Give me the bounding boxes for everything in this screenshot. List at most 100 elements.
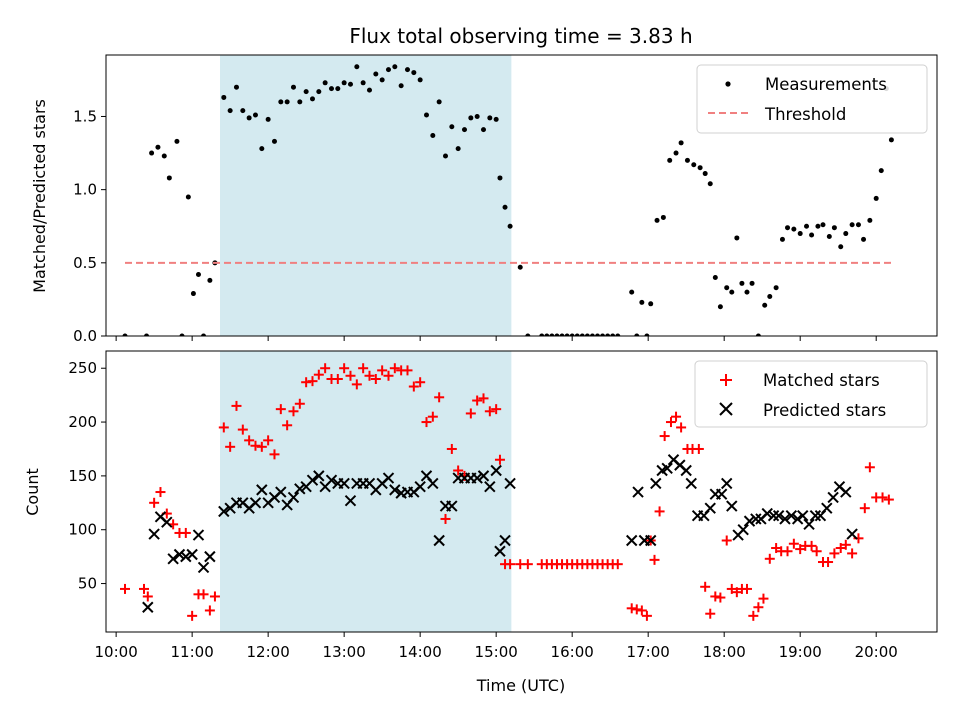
measurement-point bbox=[729, 289, 735, 295]
measurement-point bbox=[843, 231, 849, 237]
measurement-point bbox=[227, 108, 233, 114]
x-tick-label: 14:00 bbox=[399, 643, 442, 661]
matched-point bbox=[847, 548, 858, 559]
measurement-point bbox=[579, 333, 585, 336]
matched-point bbox=[389, 363, 400, 374]
matched-point bbox=[282, 420, 293, 431]
measurement-point bbox=[855, 222, 861, 228]
measurement-point bbox=[417, 77, 423, 83]
measurement-point bbox=[430, 132, 436, 138]
measurement-point bbox=[366, 87, 372, 93]
measurement-point bbox=[564, 333, 570, 336]
measurement-point bbox=[284, 99, 290, 105]
measurement-point bbox=[404, 67, 410, 73]
measurement-point bbox=[629, 289, 635, 295]
x-tick-label: 15:00 bbox=[475, 643, 518, 661]
y-tick-label: 150 bbox=[68, 467, 97, 485]
highlight-span bbox=[220, 351, 512, 632]
measurement-point bbox=[271, 138, 277, 144]
predicted-point bbox=[313, 470, 325, 482]
y-tick-label: 250 bbox=[68, 359, 97, 377]
measurement-point bbox=[755, 333, 761, 336]
matched-point bbox=[237, 424, 248, 435]
predicted-point bbox=[197, 561, 210, 574]
measurement-point bbox=[615, 333, 621, 336]
measurement-point bbox=[480, 127, 486, 133]
measurement-point bbox=[335, 86, 341, 92]
predicted-point bbox=[626, 534, 638, 547]
matched-point bbox=[731, 587, 742, 598]
matched-point bbox=[835, 543, 846, 554]
matched-point bbox=[402, 365, 413, 376]
measurement-point bbox=[398, 83, 404, 89]
predicted-point bbox=[821, 502, 833, 514]
matched-point bbox=[275, 404, 286, 415]
matched-point bbox=[204, 605, 215, 616]
measurement-point bbox=[820, 222, 826, 228]
measurement-point bbox=[734, 235, 740, 241]
measurement-point bbox=[559, 333, 565, 336]
matched-point bbox=[636, 605, 647, 616]
measurement-point bbox=[179, 333, 185, 336]
measurement-point bbox=[838, 244, 844, 250]
matched-point bbox=[244, 435, 255, 446]
predicted-point bbox=[504, 477, 516, 490]
predicted-point bbox=[471, 472, 483, 484]
measurement-point bbox=[648, 301, 654, 307]
predicted-point bbox=[142, 601, 154, 613]
y-tick-label: 1.0 bbox=[73, 181, 97, 199]
matched-point bbox=[358, 363, 369, 374]
measurement-point bbox=[639, 299, 645, 305]
measurement-point bbox=[201, 333, 207, 336]
measurement-point bbox=[341, 80, 347, 86]
highlight-span bbox=[220, 55, 512, 336]
measurement-point bbox=[549, 333, 555, 336]
predicted-point bbox=[148, 528, 160, 540]
matched-point bbox=[408, 381, 419, 392]
measurement-point bbox=[354, 64, 360, 70]
x-axis-label: Time (UTC) bbox=[476, 676, 565, 695]
matched-point bbox=[383, 370, 394, 381]
legend: Matched stars Predicted stars bbox=[694, 360, 928, 428]
measurement-point bbox=[739, 280, 745, 286]
measurement-point bbox=[442, 153, 448, 159]
matched-point bbox=[377, 365, 388, 376]
measurement-point bbox=[702, 171, 708, 177]
measurement-point bbox=[605, 333, 611, 336]
measurement-point bbox=[252, 112, 258, 118]
predicted-point bbox=[338, 477, 350, 490]
predicted-point bbox=[446, 500, 458, 512]
measurement-point bbox=[589, 333, 595, 336]
y-tick-label: 1.5 bbox=[73, 107, 97, 125]
matched-point bbox=[764, 553, 775, 564]
matched-point bbox=[883, 494, 894, 505]
matched-point bbox=[753, 602, 764, 613]
y-tick-label: 50 bbox=[78, 575, 97, 593]
matched-point bbox=[700, 581, 711, 592]
measurement-point bbox=[691, 162, 697, 168]
predicted-point bbox=[490, 464, 502, 477]
measurement-point bbox=[826, 233, 832, 239]
measurement-point bbox=[297, 99, 303, 105]
matched-point bbox=[641, 610, 652, 621]
predicted-point bbox=[161, 516, 173, 528]
x-tick-label: 18:00 bbox=[703, 643, 746, 661]
y-tick-label: 100 bbox=[68, 521, 97, 539]
predicted-point bbox=[275, 486, 287, 498]
measurement-point bbox=[155, 144, 161, 150]
measurement-point bbox=[861, 236, 867, 242]
matched-point bbox=[748, 610, 759, 621]
predicted-point bbox=[840, 486, 852, 498]
matched-point bbox=[149, 497, 160, 508]
x-tick-label: 17:00 bbox=[627, 643, 670, 661]
top-panel: 0.0 0.5 1.0 1.5 Matched/Predicted stars Mea… bbox=[30, 54, 938, 345]
measurement-point bbox=[328, 86, 334, 92]
measurement-point bbox=[347, 81, 353, 87]
predicted-point bbox=[382, 472, 395, 484]
matched-point bbox=[654, 506, 665, 517]
measurement-point bbox=[569, 333, 575, 336]
measurement-point bbox=[779, 236, 785, 242]
matched-point bbox=[806, 540, 817, 551]
predicted-point bbox=[650, 477, 662, 490]
measurement-point bbox=[278, 99, 284, 105]
